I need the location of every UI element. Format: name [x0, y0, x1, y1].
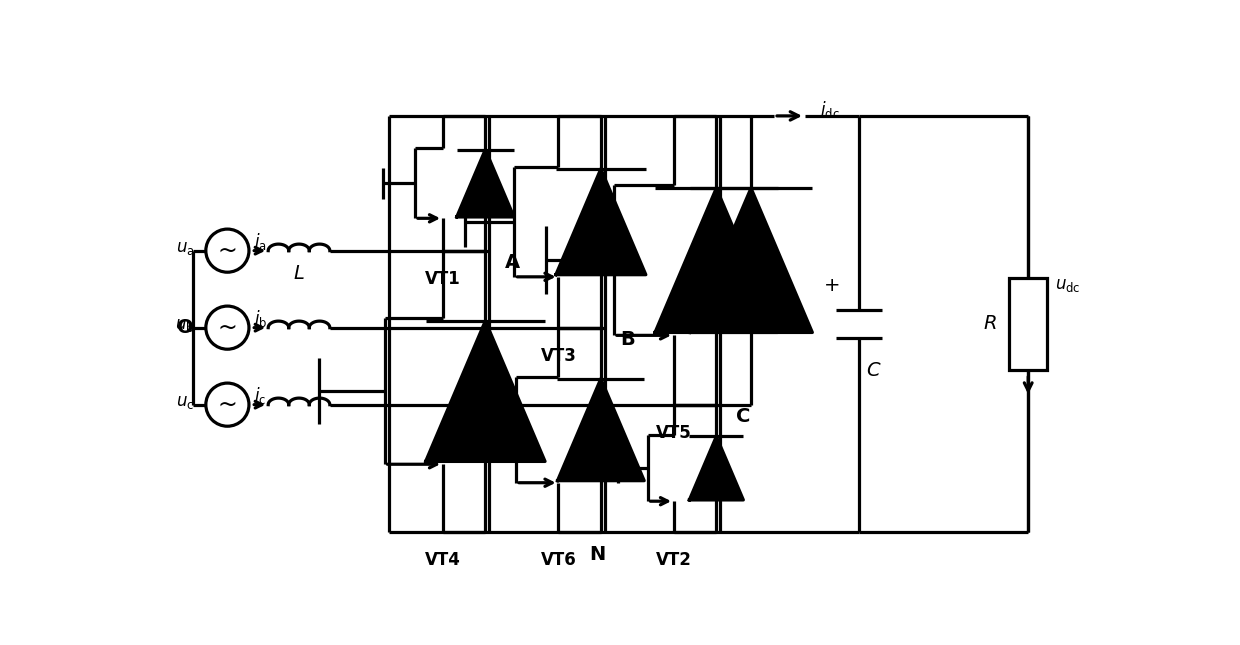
Text: +: +	[823, 276, 839, 295]
Polygon shape	[655, 188, 777, 332]
Text: $i_{\rm b}$: $i_{\rm b}$	[254, 308, 267, 329]
Polygon shape	[689, 188, 812, 332]
Text: VT2: VT2	[656, 551, 692, 569]
Text: VT5: VT5	[656, 424, 692, 442]
Polygon shape	[558, 379, 645, 481]
Text: $i_{\rm c}$: $i_{\rm c}$	[254, 385, 267, 406]
Polygon shape	[689, 437, 743, 500]
Text: $u_{\rm dc}$: $u_{\rm dc}$	[1055, 276, 1081, 294]
Text: A: A	[505, 253, 520, 272]
Text: B: B	[620, 330, 635, 349]
Text: $R$: $R$	[983, 314, 997, 333]
Text: $i_{\rm a}$: $i_{\rm a}$	[254, 231, 267, 252]
Text: O: O	[177, 318, 193, 337]
Text: $i_{\rm dc}$: $i_{\rm dc}$	[821, 99, 839, 120]
Text: $u_{\rm a}$: $u_{\rm a}$	[176, 239, 195, 257]
Polygon shape	[556, 169, 646, 275]
Text: VT6: VT6	[541, 551, 577, 569]
Bar	[1009, 277, 1048, 370]
Polygon shape	[456, 150, 515, 217]
Text: $u_{\rm c}$: $u_{\rm c}$	[176, 393, 195, 412]
Polygon shape	[425, 321, 546, 461]
Text: $L$: $L$	[293, 264, 305, 283]
Text: VT4: VT4	[425, 551, 461, 569]
Text: ~: ~	[217, 393, 237, 417]
Text: $C$: $C$	[867, 361, 882, 379]
Text: VT1: VT1	[425, 270, 461, 288]
Text: VT3: VT3	[541, 347, 577, 365]
Text: C: C	[735, 407, 750, 426]
Text: N: N	[589, 545, 605, 564]
Text: ~: ~	[217, 239, 237, 263]
Text: ~: ~	[217, 315, 237, 340]
Text: $u_{\rm b}$: $u_{\rm b}$	[175, 316, 195, 334]
